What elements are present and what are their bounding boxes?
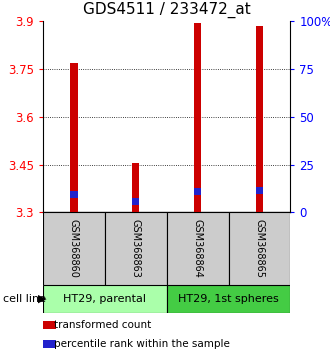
Text: GSM368865: GSM368865 bbox=[254, 219, 264, 278]
Bar bbox=[167, 285, 290, 313]
Bar bbox=[43, 285, 167, 313]
Text: ▶: ▶ bbox=[38, 294, 47, 304]
Bar bbox=[43, 340, 56, 348]
Text: GSM368864: GSM368864 bbox=[193, 219, 203, 278]
Bar bbox=[70, 192, 78, 198]
Bar bbox=[228, 212, 290, 285]
Bar bbox=[167, 212, 228, 285]
Title: GDS4511 / 233472_at: GDS4511 / 233472_at bbox=[83, 2, 250, 18]
Bar bbox=[43, 212, 105, 285]
Text: HT29, parental: HT29, parental bbox=[63, 294, 146, 304]
Bar bbox=[194, 188, 201, 195]
Text: cell line: cell line bbox=[3, 294, 46, 304]
Bar bbox=[194, 23, 201, 212]
Bar bbox=[256, 187, 263, 194]
Bar bbox=[105, 212, 167, 285]
Bar bbox=[256, 26, 263, 212]
Text: GSM368863: GSM368863 bbox=[131, 219, 141, 278]
Text: HT29, 1st spheres: HT29, 1st spheres bbox=[178, 294, 279, 304]
Text: percentile rank within the sample: percentile rank within the sample bbox=[54, 339, 230, 349]
Bar bbox=[132, 198, 139, 205]
Text: transformed count: transformed count bbox=[54, 320, 152, 330]
Bar bbox=[132, 163, 139, 212]
Bar bbox=[43, 321, 56, 329]
Bar bbox=[70, 63, 78, 212]
Text: GSM368860: GSM368860 bbox=[69, 219, 79, 278]
